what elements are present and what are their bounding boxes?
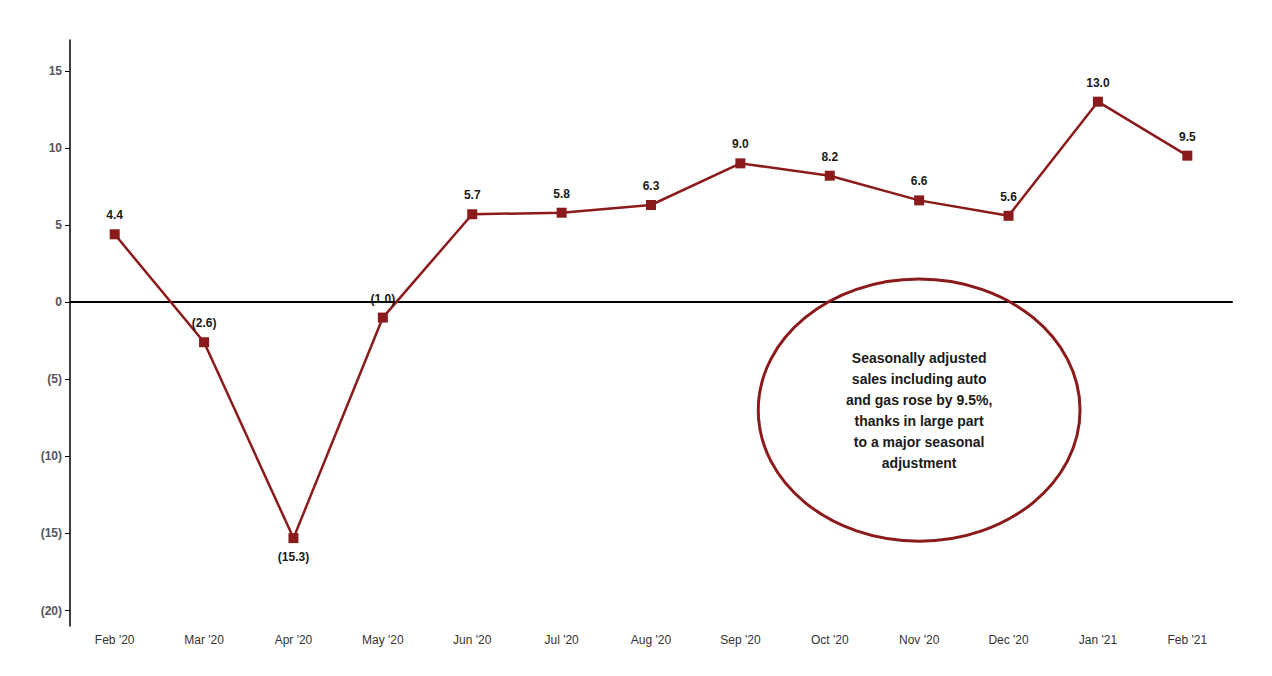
svg-text:(15.3): (15.3) (278, 550, 309, 564)
svg-text:6.3: 6.3 (643, 179, 660, 193)
svg-text:Feb '20: Feb '20 (95, 633, 135, 647)
svg-text:(5): (5) (47, 372, 62, 386)
svg-text:Jan '21: Jan '21 (1079, 633, 1118, 647)
svg-text:5: 5 (55, 218, 62, 232)
svg-text:Jul '20: Jul '20 (544, 633, 579, 647)
svg-text:and gas rose by 9.5%,: and gas rose by 9.5%, (846, 392, 992, 408)
svg-text:5.6: 5.6 (1000, 190, 1017, 204)
svg-text:5.8: 5.8 (553, 187, 570, 201)
svg-text:8.2: 8.2 (821, 150, 838, 164)
svg-text:(10): (10) (41, 449, 62, 463)
svg-text:May '20: May '20 (362, 633, 404, 647)
svg-text:Mar '20: Mar '20 (184, 633, 224, 647)
svg-text:Dec '20: Dec '20 (988, 633, 1029, 647)
svg-text:Apr '20: Apr '20 (275, 633, 313, 647)
svg-text:15: 15 (49, 64, 63, 78)
svg-text:Feb '21: Feb '21 (1167, 633, 1207, 647)
svg-text:adjustment: adjustment (882, 455, 957, 471)
svg-text:Sep '20: Sep '20 (720, 633, 761, 647)
svg-text:13.0: 13.0 (1086, 76, 1110, 90)
svg-text:sales including auto: sales including auto (852, 371, 987, 387)
svg-text:10: 10 (49, 141, 63, 155)
svg-text:to a major seasonal: to a major seasonal (854, 434, 985, 450)
svg-text:6.6: 6.6 (911, 174, 928, 188)
svg-text:(2.6): (2.6) (192, 316, 217, 330)
svg-text:Nov '20: Nov '20 (899, 633, 940, 647)
svg-text:Aug '20: Aug '20 (631, 633, 672, 647)
svg-text:9.0: 9.0 (732, 137, 749, 151)
svg-text:Jun '20: Jun '20 (453, 633, 492, 647)
svg-text:(1.0): (1.0) (371, 292, 396, 306)
svg-text:9.5: 9.5 (1179, 130, 1196, 144)
svg-text:0: 0 (55, 295, 62, 309)
svg-text:4.4: 4.4 (106, 208, 123, 222)
svg-text:Seasonally adjusted: Seasonally adjusted (852, 350, 987, 366)
svg-text:Oct '20: Oct '20 (811, 633, 849, 647)
svg-text:(15): (15) (41, 526, 62, 540)
svg-text:(20): (20) (41, 604, 62, 618)
svg-text:5.7: 5.7 (464, 188, 481, 202)
svg-text:thanks in large part: thanks in large part (855, 413, 984, 429)
